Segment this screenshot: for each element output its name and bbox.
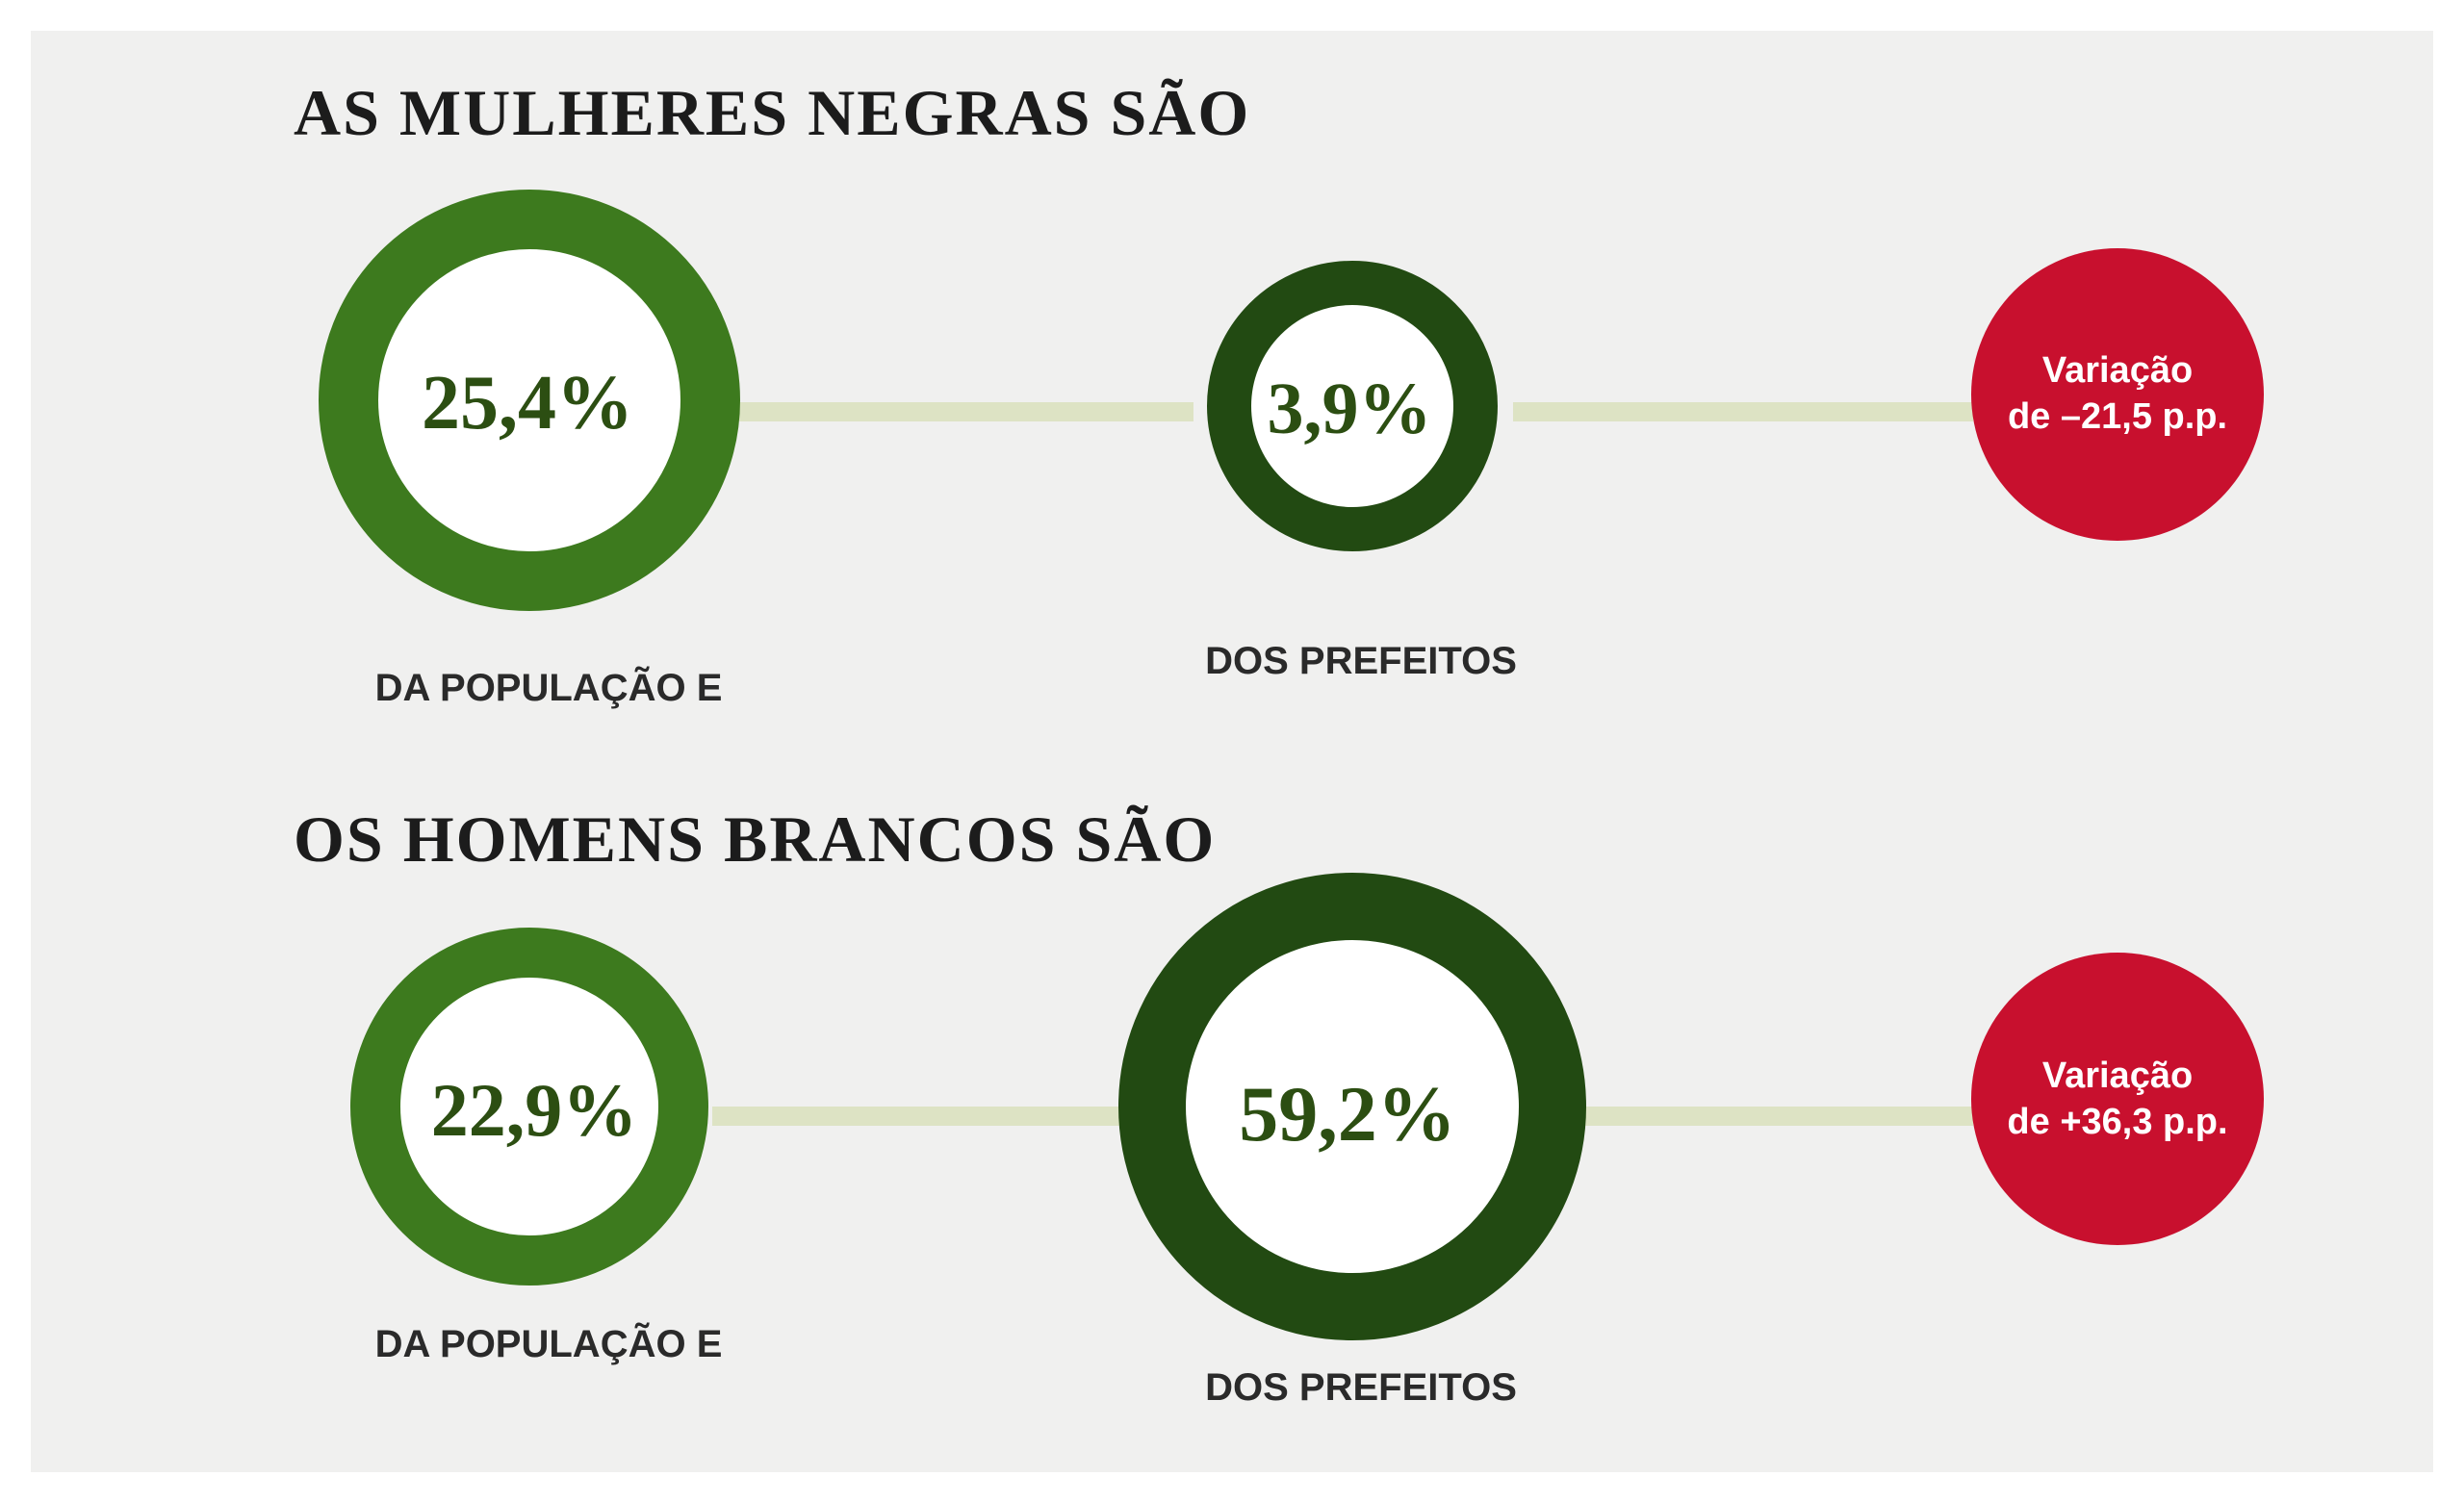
population-value: 22,9% — [431, 1068, 638, 1152]
variation-badge — [1971, 248, 2264, 541]
group-title: AS MULHERES NEGRAS SÃO — [294, 76, 1250, 149]
mayors-ring — [1207, 261, 1498, 551]
population-ring — [319, 190, 740, 611]
population-value: 25,4% — [422, 361, 633, 446]
population-caption: DA POPULAÇÃO E — [375, 1321, 723, 1365]
mayors-value: 3,9% — [1268, 369, 1432, 449]
group-black-women: AS MULHERES NEGRAS SÃO 25,4% DA POPULAÇÃ… — [294, 76, 2264, 709]
population-caption: DA POPULAÇÃO E — [375, 665, 723, 709]
variation-label: Variação — [2042, 350, 2193, 391]
population-ring — [350, 928, 708, 1286]
mayors-ring — [1118, 873, 1586, 1340]
mayors-caption: DOS PREFEITOS — [1205, 640, 1517, 682]
group-white-men: OS HOMENS BRANCOS SÃO 22,9% DA POPULAÇÃO… — [294, 802, 2264, 1409]
mayors-value: 59,2% — [1239, 1070, 1456, 1158]
variation-badge — [1971, 953, 2264, 1245]
group-title: OS HOMENS BRANCOS SÃO — [294, 802, 1216, 876]
variation-value: de +36,3 p.p. — [2007, 1102, 2227, 1142]
mayors-caption: DOS PREFEITOS — [1205, 1366, 1517, 1409]
variation-label: Variação — [2042, 1056, 2193, 1096]
variation-value: de –21,5 p.p. — [2008, 396, 2227, 437]
